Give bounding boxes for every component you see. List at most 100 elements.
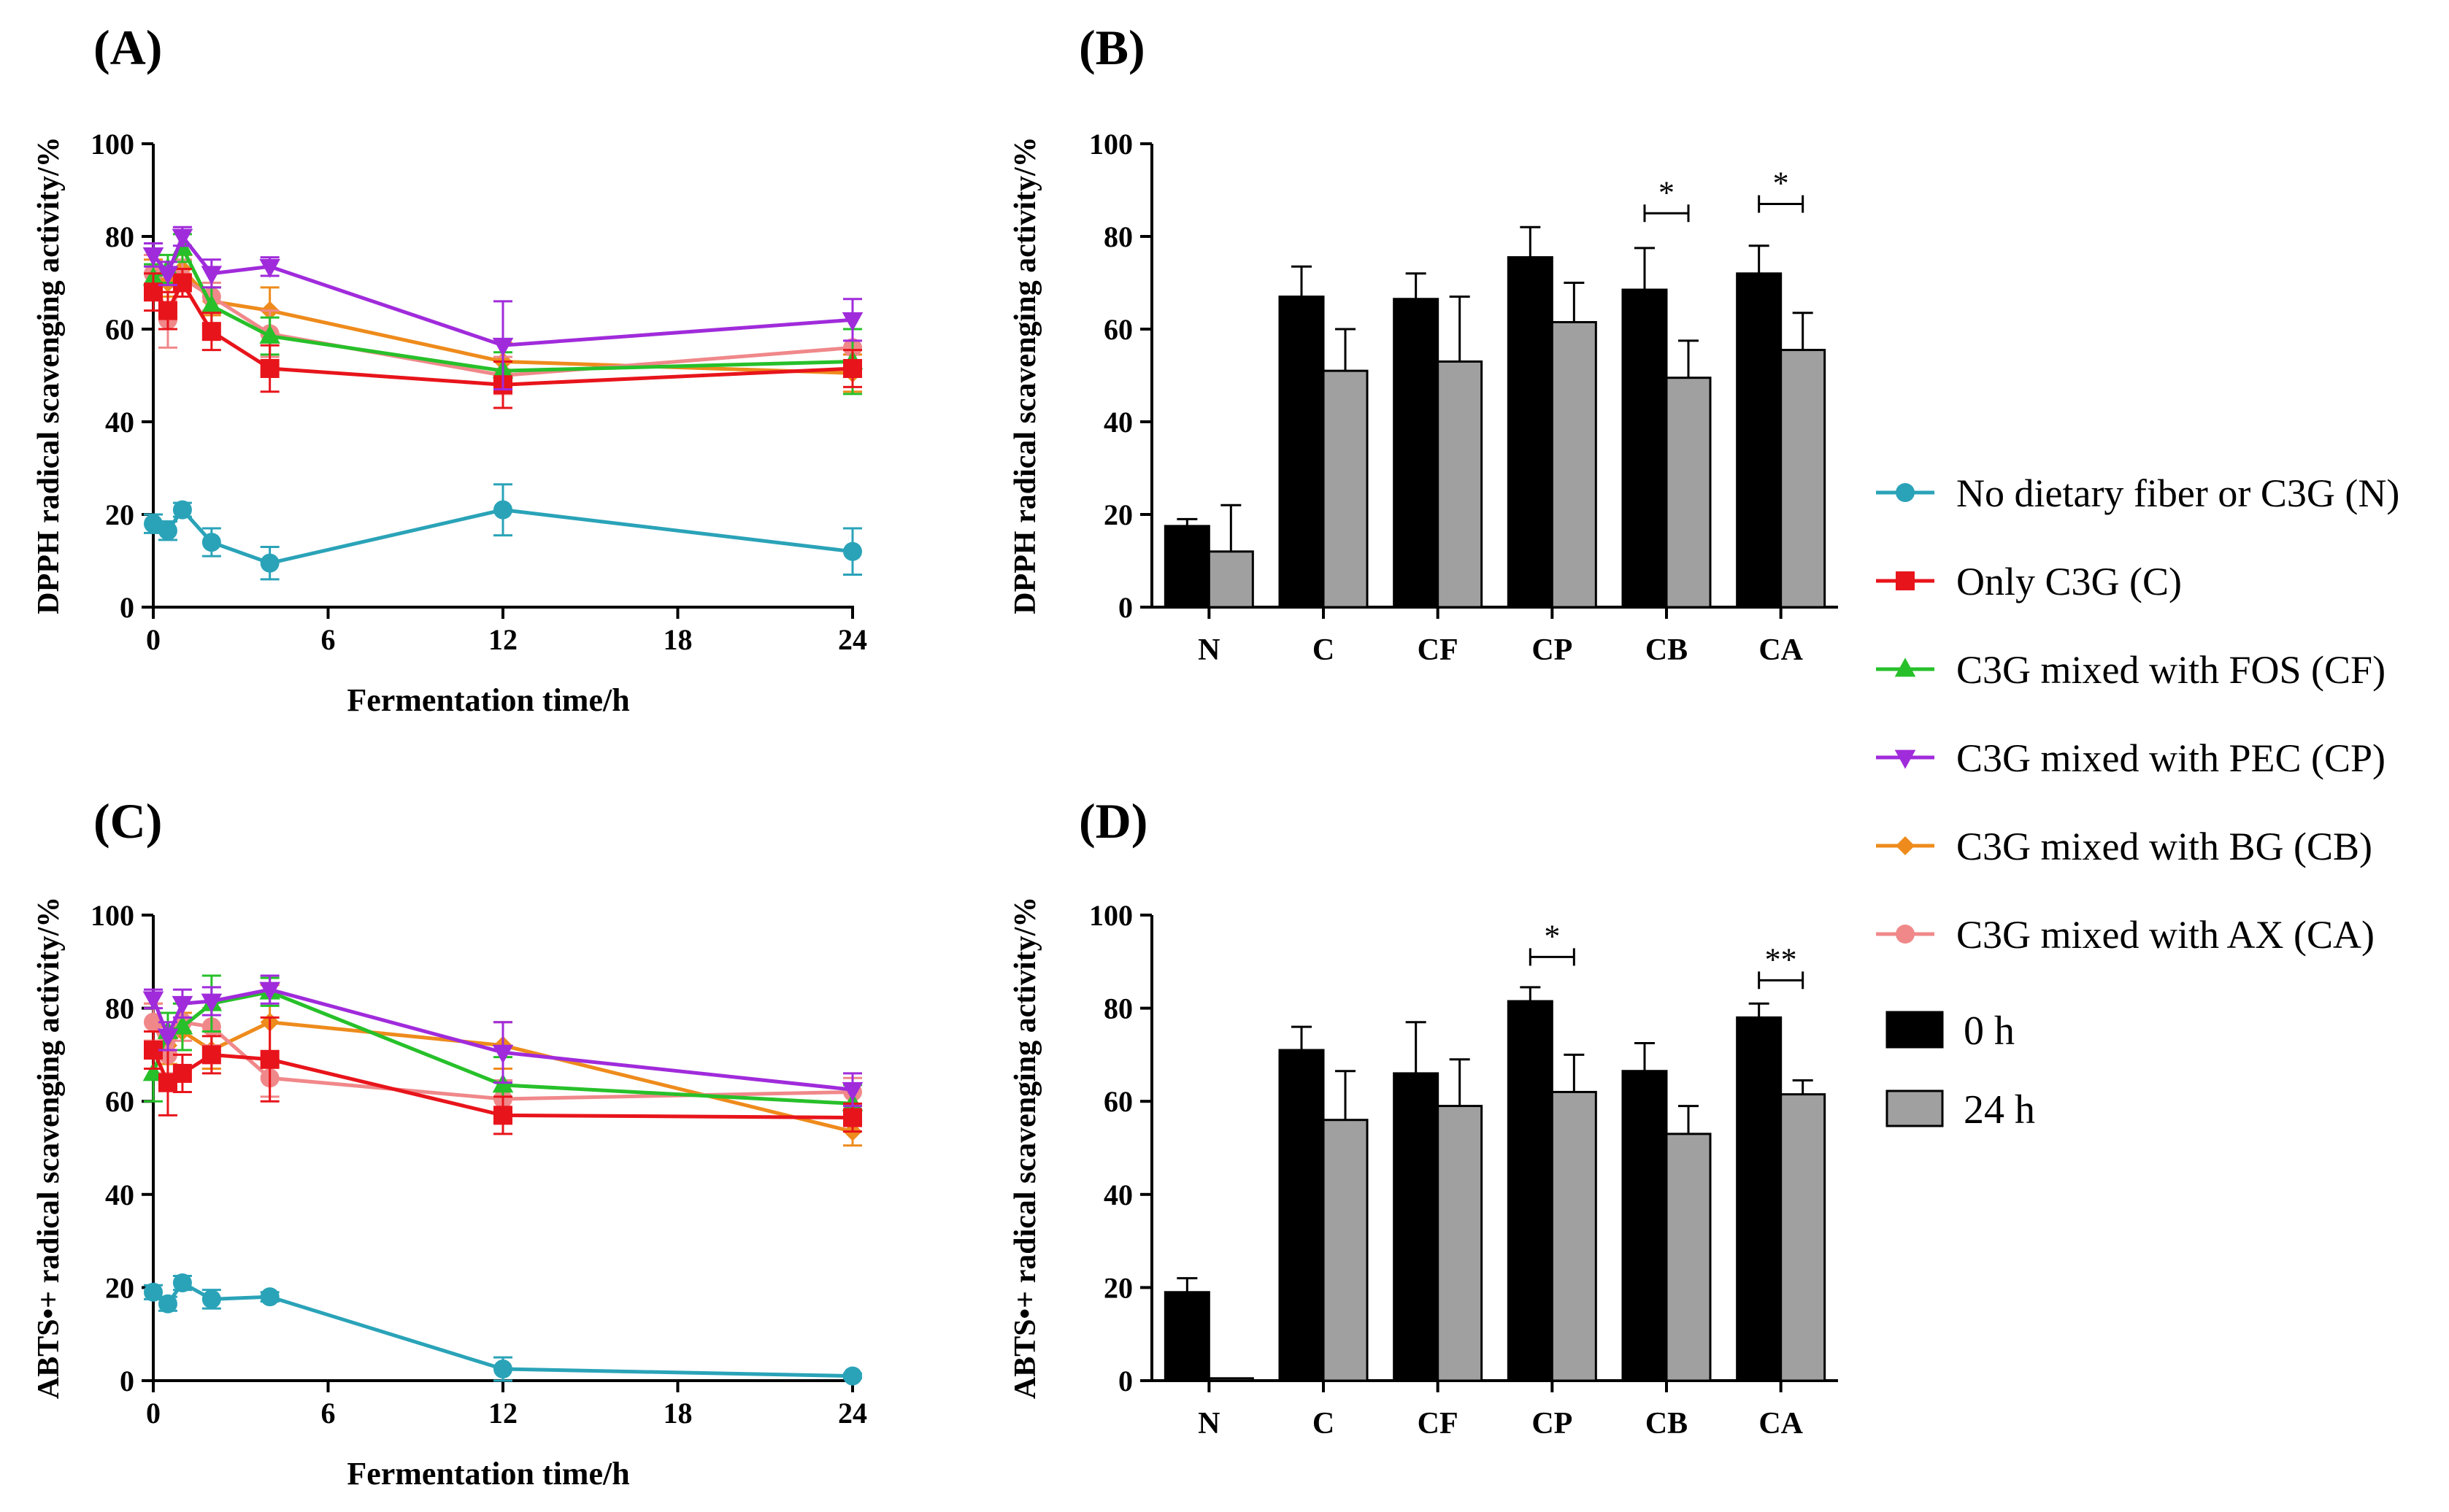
x-tick-label: N bbox=[1198, 1407, 1220, 1440]
data-point-N bbox=[158, 1294, 177, 1314]
x-tick-label: 18 bbox=[664, 623, 693, 656]
y-tick-label: 40 bbox=[105, 1179, 134, 1211]
significance-label: ** bbox=[1765, 941, 1797, 977]
y-tick-label: 60 bbox=[105, 1085, 134, 1118]
panel-b-label: (B) bbox=[1079, 20, 1145, 75]
legend-marker-CF bbox=[1894, 657, 1916, 677]
series-C bbox=[144, 267, 862, 409]
significance-bracket: * bbox=[1758, 166, 1804, 213]
legend-item-bar0: 0 h bbox=[1885, 1008, 2015, 1054]
legend-label: 24 h bbox=[1964, 1087, 2035, 1133]
y-tick-label: 0 bbox=[120, 591, 134, 624]
data-point-C bbox=[172, 1063, 192, 1083]
data-point-CP bbox=[259, 258, 280, 278]
y-tick-label: 80 bbox=[1104, 220, 1133, 253]
x-tick-label: CA bbox=[1758, 633, 1803, 667]
y-axis-title: DPPH radical scavenging activity/% bbox=[32, 136, 66, 614]
bar-bar24 bbox=[1550, 1090, 1597, 1382]
x-tick-label: CA bbox=[1758, 1407, 1803, 1440]
data-point-C bbox=[260, 1049, 280, 1069]
legend-item-CP: C3G mixed with PEC (CP) bbox=[1876, 736, 2385, 780]
y-tick-label: 60 bbox=[1104, 313, 1133, 346]
data-point-CF bbox=[259, 324, 280, 344]
y-tick-label: 20 bbox=[1104, 498, 1133, 531]
legend-item-CA: C3G mixed with AX (CA) bbox=[1876, 913, 2375, 957]
data-point-N bbox=[843, 541, 862, 561]
bar-bar24 bbox=[1550, 320, 1597, 609]
x-tick-label: 12 bbox=[488, 1397, 518, 1430]
series-N bbox=[144, 483, 862, 581]
significance-bracket: ** bbox=[1758, 941, 1804, 990]
data-point-CA bbox=[144, 1012, 163, 1032]
y-tick-label: 0 bbox=[120, 1365, 134, 1397]
bar-bar24 bbox=[1322, 369, 1369, 609]
legend-item-C: Only C3G (C) bbox=[1876, 560, 2182, 603]
x-tick-label: CP bbox=[1531, 633, 1572, 667]
data-point-N bbox=[158, 521, 177, 541]
x-tick-label: 18 bbox=[664, 1397, 693, 1430]
legend-marker-CP bbox=[1894, 749, 1916, 769]
bar-bar0 bbox=[1278, 296, 1325, 609]
bar-bar0 bbox=[1278, 1049, 1325, 1382]
x-tick-label: CF bbox=[1418, 633, 1458, 667]
significance-label: * bbox=[1658, 174, 1675, 210]
y-tick-label: 80 bbox=[105, 992, 134, 1025]
data-point-CP bbox=[201, 993, 223, 1013]
y-tick-label: 60 bbox=[105, 313, 134, 346]
data-point-CP bbox=[259, 981, 280, 1001]
x-tick-label: N bbox=[1198, 633, 1220, 667]
bar-bar24 bbox=[1437, 1105, 1483, 1382]
bar-series-bar24 bbox=[1207, 282, 1826, 609]
data-point-C bbox=[201, 1045, 221, 1065]
x-tick-label: CF bbox=[1418, 1407, 1458, 1440]
y-tick-label: 20 bbox=[105, 1271, 134, 1304]
x-axis-title: Fermentation time/h bbox=[347, 1456, 629, 1492]
y-tick-label: 40 bbox=[105, 406, 134, 439]
x-tick-label: 6 bbox=[321, 623, 336, 656]
y-axis-title: ABTS•+ radical scavenging activity/% bbox=[1009, 897, 1042, 1399]
legend-marker-N bbox=[1896, 483, 1915, 502]
x-tick-label: 24 bbox=[838, 1397, 867, 1430]
bar-bar24 bbox=[1207, 550, 1254, 609]
significance-label: * bbox=[1544, 918, 1560, 954]
y-tick-label: 0 bbox=[1118, 591, 1133, 624]
data-point-C bbox=[843, 358, 862, 378]
bar-bar24 bbox=[1322, 1119, 1369, 1382]
bar-bar0 bbox=[1164, 1291, 1210, 1382]
bar-bar0 bbox=[1393, 298, 1439, 609]
y-tick-label: 60 bbox=[1104, 1085, 1133, 1118]
data-point-CP bbox=[492, 1044, 514, 1064]
legend-label: C3G mixed with PEC (CP) bbox=[1956, 736, 2385, 780]
data-point-N bbox=[144, 514, 163, 533]
data-point-N bbox=[843, 1366, 862, 1386]
x-tick-label: 6 bbox=[321, 1397, 336, 1430]
y-tick-label: 20 bbox=[105, 498, 134, 531]
x-tick-label: C bbox=[1312, 633, 1334, 667]
series-N bbox=[144, 1273, 862, 1386]
x-tick-label: 12 bbox=[488, 623, 518, 656]
y-tick-label: 80 bbox=[1104, 992, 1133, 1025]
significance-label: * bbox=[1773, 166, 1789, 201]
data-point-N bbox=[493, 500, 512, 520]
bar-bar0 bbox=[1164, 525, 1210, 609]
panel-d-label: (D) bbox=[1079, 793, 1147, 849]
series-CP bbox=[142, 225, 864, 391]
legend: No dietary fiber or C3G (N) Only C3G (C) C… bbox=[1876, 471, 2399, 1133]
data-point-N bbox=[144, 1282, 163, 1302]
y-axis-title: DPPH radical scavenging activity/% bbox=[1009, 136, 1042, 614]
x-tick-label: CB bbox=[1645, 1407, 1688, 1440]
data-point-CP bbox=[492, 337, 514, 357]
data-point-CP bbox=[172, 228, 193, 248]
x-tick-label: CB bbox=[1645, 633, 1688, 667]
bar-bar24 bbox=[1207, 1377, 1254, 1382]
y-tick-label: 40 bbox=[1104, 1179, 1133, 1211]
significance-bracket: * bbox=[1643, 174, 1690, 223]
y-tick-label: 0 bbox=[1118, 1365, 1133, 1397]
legend-label: C3G mixed with BG (CB) bbox=[1956, 825, 2372, 868]
data-point-C bbox=[843, 1108, 862, 1127]
data-point-CP bbox=[842, 1081, 864, 1101]
legend-label: C3G mixed with FOS (CF) bbox=[1956, 648, 2385, 692]
panel-a-label: (A) bbox=[93, 20, 162, 75]
